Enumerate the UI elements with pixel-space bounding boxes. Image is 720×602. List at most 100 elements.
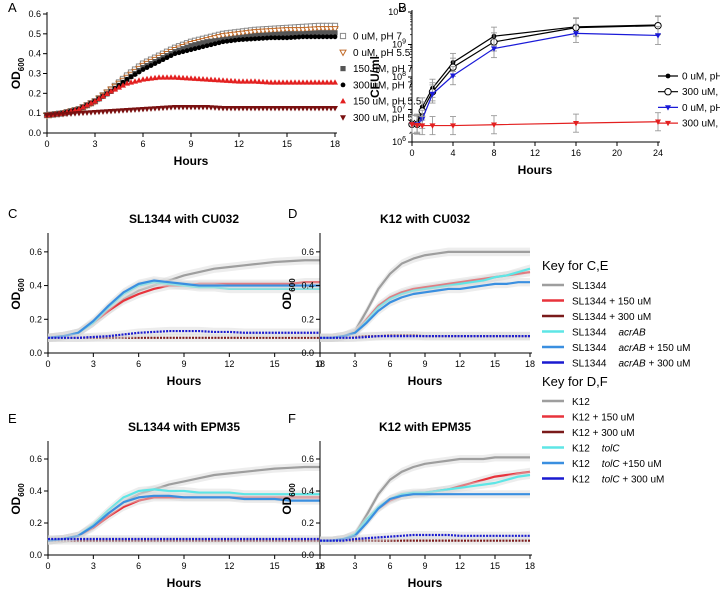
panel-letter: B xyxy=(398,0,407,15)
key-label-gene: tolC xyxy=(602,475,621,486)
y-tick-label: 0.6 xyxy=(301,454,314,464)
error-band xyxy=(48,276,320,343)
error-band xyxy=(48,326,320,343)
y-tick-label: 106 xyxy=(392,136,406,147)
data-point xyxy=(292,106,298,112)
key-title: Key for C,E xyxy=(542,258,609,273)
y-tick-label: 0.2 xyxy=(28,88,41,98)
key-label-suffix: +150 uM xyxy=(620,459,662,470)
key-label: SL1344 xyxy=(572,281,607,292)
data-point xyxy=(280,106,286,112)
data-point xyxy=(264,106,270,112)
panel-letter: A xyxy=(8,0,17,15)
key-label-main: K12 xyxy=(572,475,590,486)
data-point xyxy=(655,33,661,39)
data-point xyxy=(208,38,214,44)
data-point xyxy=(212,41,218,47)
key-label: SL1344 acrAB + 150 uM xyxy=(572,343,690,354)
x-tick-label: 18 xyxy=(315,561,325,571)
key-label-suffix: + 300 uM xyxy=(620,475,665,486)
error-band xyxy=(320,264,530,343)
data-point xyxy=(284,79,290,85)
key-label: K12 tolC +150 uM xyxy=(572,459,662,470)
data-point xyxy=(212,38,218,44)
key-label: K12 tolC xyxy=(572,444,620,455)
data-point xyxy=(224,106,230,112)
data-point xyxy=(304,79,310,85)
error-band xyxy=(320,331,530,343)
x-tick-label: 12 xyxy=(224,359,234,369)
data-point xyxy=(124,77,130,82)
data-point xyxy=(148,63,154,68)
error-band xyxy=(320,453,530,545)
x-tick-label: 9 xyxy=(422,359,427,369)
key-label: K12 xyxy=(572,397,590,408)
data-point xyxy=(304,34,310,40)
data-point xyxy=(84,102,90,108)
data-point xyxy=(216,37,222,43)
y-tick-label: 0.4 xyxy=(301,281,314,291)
data-point xyxy=(260,32,266,38)
data-point xyxy=(232,37,238,43)
key-label-main: K12 + 300 uM xyxy=(572,428,635,439)
data-point xyxy=(208,76,214,82)
y-tick-label: 109 xyxy=(392,39,406,50)
data-point xyxy=(573,120,579,127)
key-label-main: K12 xyxy=(572,444,590,455)
x-axis-label: Hours xyxy=(408,374,443,388)
data-point xyxy=(116,108,122,114)
series-k12 xyxy=(320,247,530,343)
data-point xyxy=(284,106,290,112)
data-point xyxy=(204,105,210,111)
y-axis-label: OD600 xyxy=(9,483,26,515)
data-point xyxy=(80,110,86,117)
key-label-gene: tolC xyxy=(602,444,621,455)
legend-label: 300 uM, pH 7 xyxy=(682,87,720,98)
series-line xyxy=(411,121,659,127)
data-point xyxy=(236,78,242,84)
data-point xyxy=(328,106,334,112)
data-point xyxy=(256,78,262,84)
key-label-main: SL1344 xyxy=(572,281,607,292)
y-tick-label: 0.4 xyxy=(29,486,42,496)
data-point xyxy=(180,74,186,81)
data-point xyxy=(96,95,102,101)
data-point xyxy=(168,105,174,111)
legend-marker xyxy=(340,115,346,121)
y-axis-label: OD600 xyxy=(280,278,297,310)
data-point xyxy=(268,32,274,38)
series-line xyxy=(412,32,659,125)
series-k12-tolc-150-um xyxy=(320,490,530,545)
data-point xyxy=(491,122,497,128)
y-axis-label: OD600 xyxy=(9,57,26,89)
data-point xyxy=(316,34,322,40)
key-label-main: SL1344 + 150 uM xyxy=(572,297,651,308)
data-point xyxy=(260,35,266,41)
data-point xyxy=(204,43,210,49)
x-tick-label: 9 xyxy=(181,561,186,571)
data-point xyxy=(88,100,94,106)
y-tick-label: 1010 xyxy=(388,6,406,17)
error-band xyxy=(48,485,320,545)
legend-label: 300 uM, pH 5.5 xyxy=(682,119,720,130)
x-tick-label: 6 xyxy=(136,561,141,571)
data-point xyxy=(332,106,338,112)
legend-marker xyxy=(664,88,672,96)
data-point xyxy=(228,38,234,44)
data-point xyxy=(224,77,230,83)
data-point xyxy=(184,48,190,54)
data-point xyxy=(284,35,290,41)
y-tick-label: 0.0 xyxy=(301,348,314,358)
legend-marker xyxy=(665,105,671,111)
data-point xyxy=(192,42,198,48)
x-tick-label: 12 xyxy=(224,561,234,571)
y-tick-label: 0.0 xyxy=(301,550,314,560)
data-point xyxy=(112,86,118,92)
x-tick-label: 18 xyxy=(525,561,535,571)
data-point xyxy=(76,110,82,117)
x-tick-label: 0 xyxy=(409,148,414,158)
data-point xyxy=(188,105,194,111)
data-point xyxy=(160,105,166,112)
